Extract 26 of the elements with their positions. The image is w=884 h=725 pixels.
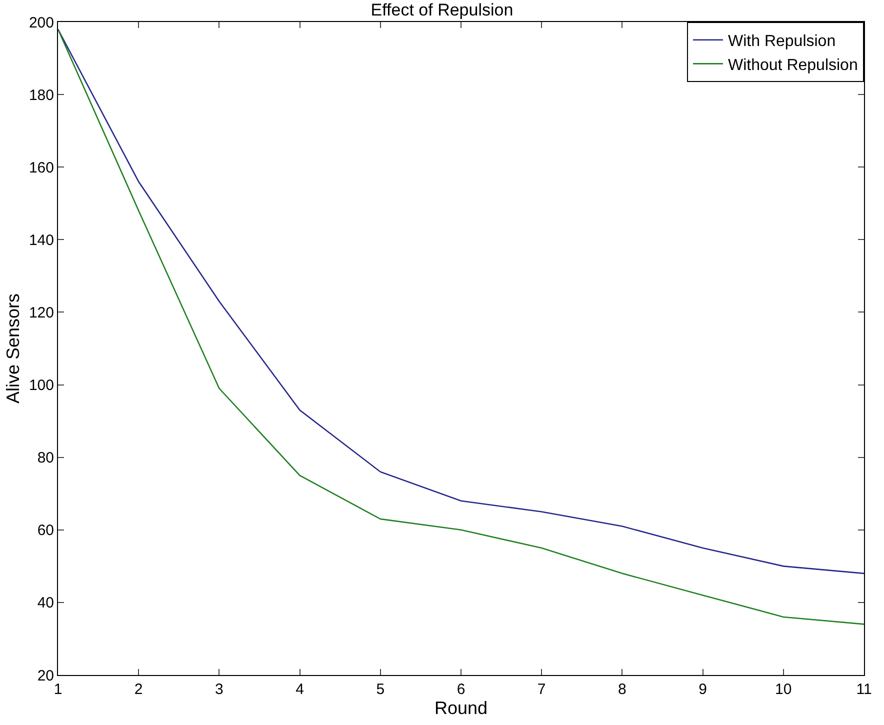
y-tick-label: 40 xyxy=(37,594,54,612)
x-tick-label: 4 xyxy=(296,681,304,698)
legend-label: Without Repulsion xyxy=(728,56,858,74)
x-tick-label: 8 xyxy=(618,681,626,698)
x-tick-label: 3 xyxy=(215,681,224,698)
y-tick-label: 100 xyxy=(28,377,54,394)
chart-title: Effect of Repulsion xyxy=(370,0,514,20)
x-tick-label: 10 xyxy=(775,681,792,698)
x-axis-title: Round xyxy=(434,698,488,718)
x-tick-label: 7 xyxy=(537,681,546,698)
y-tick-label: 120 xyxy=(28,304,54,322)
x-tick-label: 2 xyxy=(134,681,143,698)
y-tick-label: 200 xyxy=(28,14,54,32)
x-tick-label: 9 xyxy=(698,681,707,698)
y-tick-label: 20 xyxy=(37,667,54,684)
y-tick-label: 140 xyxy=(28,232,54,249)
x-tick-label: 5 xyxy=(376,681,385,698)
y-tick-label: 80 xyxy=(37,450,54,467)
y-tick-label: 160 xyxy=(28,159,54,176)
y-tick-label: 180 xyxy=(28,86,54,104)
y-tick-label: 60 xyxy=(37,522,54,540)
x-tick-label: 1 xyxy=(54,681,62,698)
x-tick-label: 11 xyxy=(856,681,872,698)
y-axis-title: Alive Sensors xyxy=(3,293,24,404)
x-tick-label: 6 xyxy=(456,681,466,698)
legend-label: With Repulsion xyxy=(728,33,836,50)
